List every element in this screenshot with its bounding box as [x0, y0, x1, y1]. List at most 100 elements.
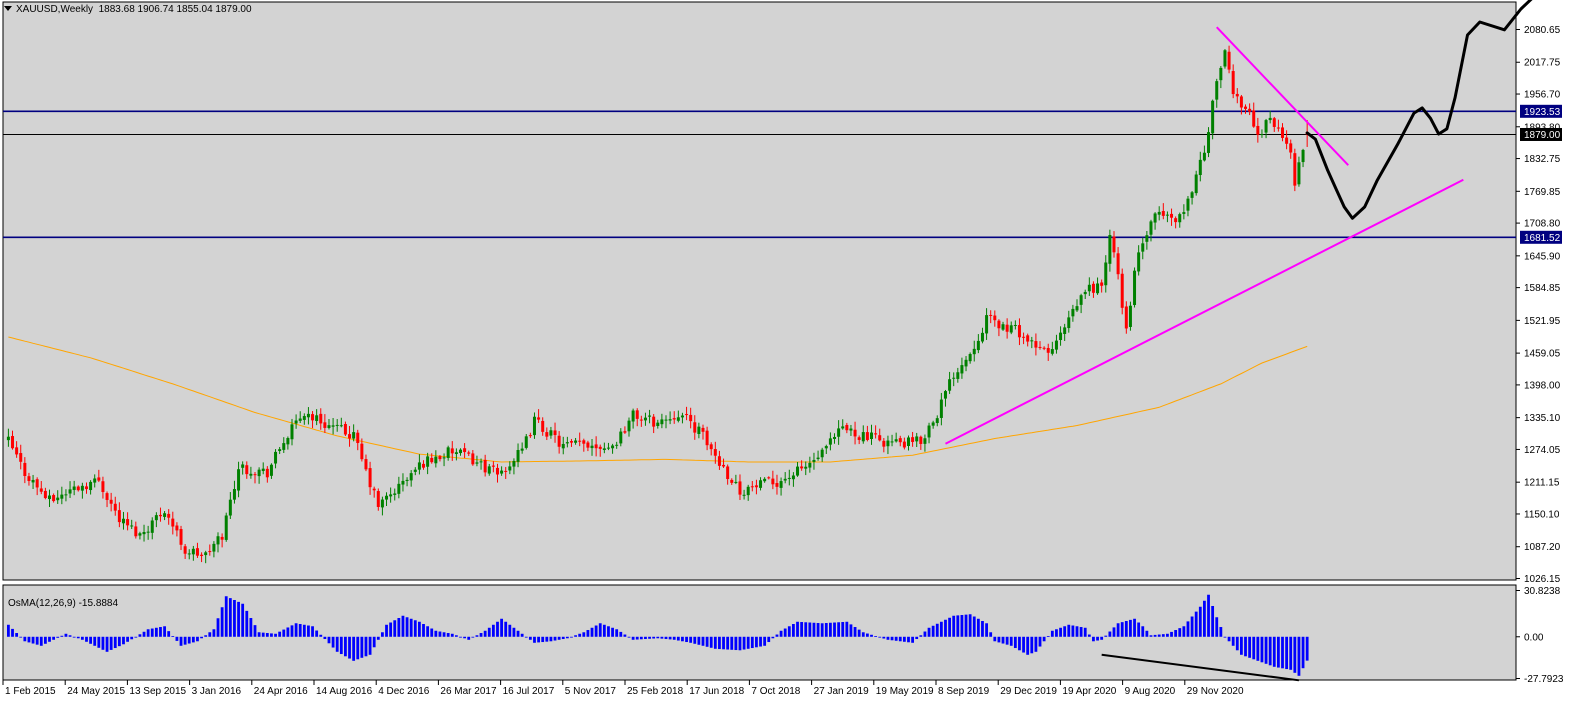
candle-body	[754, 485, 758, 488]
osma-bar	[890, 636, 894, 641]
candle-body	[146, 531, 150, 533]
candle-body	[463, 448, 467, 453]
candle-body	[1227, 51, 1231, 70]
osma-bar	[824, 623, 828, 637]
osma-bar	[570, 636, 573, 638]
candle-body	[150, 520, 154, 533]
candle-body	[84, 486, 88, 490]
osma-bar	[639, 636, 643, 640]
candle-body	[960, 365, 964, 374]
osma-bar	[1092, 636, 1095, 642]
candle-body	[1178, 214, 1182, 223]
candle-body	[1211, 100, 1215, 134]
falling-resistance-trendline	[1216, 26, 1349, 166]
candle-body	[52, 495, 56, 502]
candle-body	[824, 446, 828, 449]
osma-bar	[228, 598, 232, 637]
candle-body	[1034, 341, 1038, 348]
candle-body	[1120, 273, 1124, 308]
osma-bar	[541, 636, 545, 643]
osma-bar	[463, 636, 467, 639]
candle-body	[282, 443, 286, 450]
candle-body	[964, 359, 968, 367]
candle-body	[943, 391, 947, 399]
osma-bar	[726, 636, 730, 650]
candle-body	[200, 554, 204, 556]
osma-bar	[1071, 625, 1075, 637]
candle-body	[68, 489, 72, 494]
osma-bar	[668, 636, 672, 640]
candle-body	[804, 466, 808, 469]
candle-body	[676, 417, 680, 421]
candle-body	[537, 417, 541, 420]
candle-body	[163, 513, 167, 517]
candle-body	[467, 452, 471, 454]
osma-bar	[11, 628, 14, 637]
osma-bar	[508, 624, 512, 637]
osma-bar	[939, 621, 943, 637]
osma-bar	[602, 624, 606, 637]
candle-body	[1293, 153, 1297, 186]
candle-body	[393, 493, 397, 495]
osma-bar	[175, 636, 179, 641]
osma-bar	[442, 632, 446, 637]
divergence-line	[1101, 653, 1300, 682]
osma-bar	[598, 623, 602, 637]
candle-body	[290, 424, 294, 440]
candle-body	[685, 414, 689, 416]
osma-bar	[220, 607, 224, 637]
osma-bar	[1022, 636, 1025, 653]
candle-body	[1038, 346, 1042, 348]
candle-body	[1256, 125, 1260, 135]
candle-body	[249, 473, 253, 476]
candle-body	[993, 315, 997, 321]
candle-body	[635, 410, 639, 419]
candle-body	[15, 447, 19, 455]
candle-body	[39, 488, 43, 492]
osma-bar	[1252, 636, 1256, 660]
osma-bar	[479, 633, 483, 637]
osma-bar	[483, 630, 487, 637]
candle-body	[504, 470, 508, 472]
osma-bar	[713, 636, 717, 649]
price-tick-label: 2080.65	[1524, 25, 1561, 36]
candle-body	[549, 430, 553, 436]
osma-bar	[171, 636, 175, 637]
candle-body	[487, 466, 491, 474]
candle-body	[323, 422, 327, 428]
candle-body	[60, 494, 64, 499]
candle-body	[541, 420, 545, 432]
osma-bar	[561, 636, 565, 640]
candle-body	[204, 552, 208, 556]
osma-bar	[216, 618, 220, 637]
candle-body	[101, 481, 105, 493]
candle-body	[730, 479, 734, 483]
price-tick-label: 2017.75	[1524, 58, 1561, 69]
osma-bar	[1190, 616, 1194, 637]
osma-bar	[397, 618, 401, 637]
candle-body	[861, 432, 865, 442]
candle-body	[820, 449, 824, 458]
osma-bar	[1157, 634, 1161, 637]
time-tick-label: 13 Sep 2015	[129, 686, 186, 697]
collapse-arrow-icon[interactable]	[4, 6, 12, 11]
osma-bar	[1055, 629, 1058, 637]
candle-body	[459, 449, 462, 454]
candle-body	[508, 466, 512, 471]
osma-bar	[261, 632, 265, 637]
candle-body	[816, 457, 820, 459]
osma-bar	[1133, 618, 1136, 637]
osma-bar	[1013, 636, 1017, 649]
candle-body	[1149, 221, 1153, 235]
candle-body	[713, 449, 717, 456]
osma-bar	[689, 636, 693, 643]
candle-body	[771, 478, 775, 485]
candle-body	[574, 440, 578, 443]
candle-body	[890, 441, 894, 443]
candle-body	[179, 529, 183, 545]
candle-body	[919, 436, 923, 444]
candle-body	[269, 464, 273, 476]
candle-body	[1174, 218, 1178, 223]
candle-body	[779, 481, 783, 488]
osma-bar	[660, 636, 664, 639]
